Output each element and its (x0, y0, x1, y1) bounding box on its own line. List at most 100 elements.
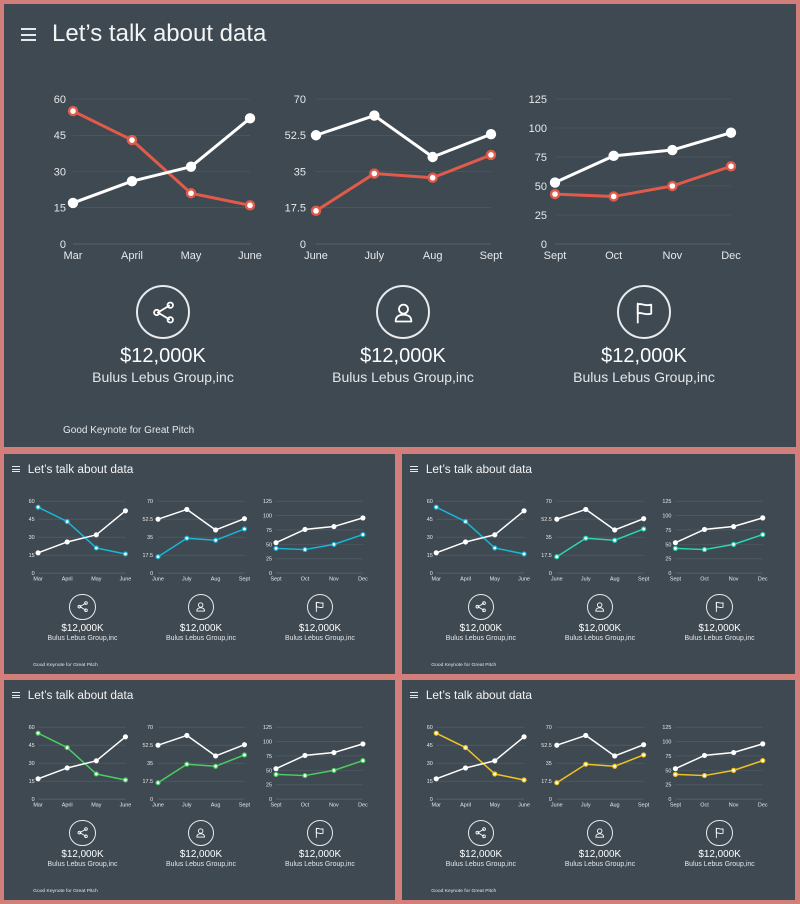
share-icon (77, 827, 88, 839)
stat-company: Bulus Lebus Group,inc (47, 634, 118, 642)
icon-circle[interactable] (467, 819, 495, 847)
stat-block: $12,000K Bulus Lebus Group,inc (266, 593, 375, 642)
y-tick-label: 60 (29, 499, 35, 505)
data-point (492, 758, 498, 764)
icon-circle[interactable] (376, 285, 430, 339)
data-point (725, 127, 737, 138)
menu-icon[interactable] (410, 691, 418, 699)
icon-circle[interactable] (187, 593, 215, 621)
icon-circle[interactable] (706, 593, 733, 621)
line-chart-1: 0 15 30 45 60 Mar April May June (427, 499, 530, 582)
data-point (731, 767, 737, 773)
data-point (760, 515, 766, 521)
x-tick-label: Dec (758, 803, 768, 809)
share-icon (152, 301, 174, 323)
data-point (331, 749, 337, 756)
data-point (184, 535, 190, 541)
menu-icon[interactable] (12, 691, 20, 699)
icon-circle[interactable] (306, 819, 334, 847)
series-line-white (435, 736, 525, 780)
x-tick-label: Aug (610, 577, 620, 583)
data-point (641, 516, 647, 522)
series-line-white (275, 743, 364, 770)
menu-icon[interactable] (21, 28, 36, 41)
y-tick-label: 15 (427, 779, 433, 785)
data-point (213, 763, 219, 769)
icon-circle[interactable] (467, 593, 495, 621)
data-point (93, 758, 99, 764)
data-point (331, 767, 337, 773)
menu-icon[interactable] (12, 465, 20, 473)
stat-value: $12,000K (578, 849, 622, 861)
y-tick-label: 17.5 (143, 553, 154, 559)
y-tick-label: 125 (662, 725, 671, 731)
data-point (273, 540, 279, 546)
data-point (35, 550, 41, 556)
x-tick-label: April (62, 577, 73, 583)
y-tick-label: 125 (263, 499, 272, 505)
series-line-accent (157, 528, 245, 558)
flag-icon (715, 602, 724, 613)
data-point (155, 554, 161, 560)
x-tick-label: Oct (700, 803, 709, 809)
icon-circle[interactable] (706, 819, 733, 847)
data-point (612, 527, 618, 533)
menu-icon[interactable] (410, 465, 418, 473)
stat-company: Bulus Lebus Group,inc (684, 634, 755, 642)
page-title: Let’s talk about data (52, 20, 267, 47)
icon-circle[interactable] (69, 593, 96, 621)
line-chart-3: 0 25 50 75 100 125 Sept Oct Nov Dec (662, 499, 767, 582)
x-tick-label: Oct (700, 577, 709, 583)
data-point (554, 742, 560, 748)
stat-company: Bulus Lebus Group,inc (285, 860, 355, 868)
series-line-white (275, 517, 364, 544)
stat-company: Bulus Lebus Group,inc (564, 860, 636, 868)
data-point (64, 539, 70, 545)
y-tick-label: 30 (54, 166, 66, 178)
stat-company: Bulus Lebus Group,inc (332, 369, 474, 385)
stat-block: $12,000K Bulus Lebus Group,inc (147, 819, 256, 868)
series-line-white (72, 117, 251, 205)
icon-circle[interactable] (586, 593, 614, 621)
x-tick-label: June (120, 577, 132, 583)
stat-company: Bulus Lebus Group,inc (285, 634, 355, 642)
flag-icon (316, 601, 324, 613)
icon-circle[interactable] (586, 819, 614, 847)
data-point (672, 766, 678, 772)
data-point (583, 535, 589, 541)
data-point (64, 765, 70, 771)
series-line-white (157, 734, 245, 757)
stat-value: $12,000K (179, 623, 223, 635)
icon-circle[interactable] (69, 819, 96, 847)
data-point (641, 752, 647, 758)
icon-circle[interactable] (187, 819, 215, 847)
series-line-white (435, 510, 525, 554)
series-line-accent (556, 528, 644, 558)
series-line-accent (37, 732, 126, 781)
x-tick-label: July (182, 577, 192, 583)
x-tick-label: June (551, 577, 563, 583)
data-point (244, 200, 256, 211)
y-tick-label: 0 (430, 797, 433, 803)
icon-circle[interactable] (617, 285, 671, 339)
user-icon (196, 602, 206, 612)
y-tick-label: 17.5 (143, 779, 154, 785)
line-chart-2: 0 17.5 35 52.5 70 June July Aug Sept (143, 725, 251, 808)
y-tick-label: 70 (147, 499, 153, 505)
stat-value: $12,000K (120, 345, 206, 367)
flag-icon (636, 302, 652, 324)
y-tick-label: 17.5 (541, 553, 552, 559)
icon-circle[interactable] (136, 285, 190, 339)
x-tick-label: June (238, 250, 262, 262)
data-point (122, 734, 129, 740)
y-tick-label: 25 (665, 557, 671, 563)
data-point (667, 180, 678, 192)
data-point (608, 191, 619, 202)
icon-circle[interactable] (306, 593, 334, 621)
data-point (462, 745, 469, 751)
data-point (701, 752, 708, 758)
share-icon (77, 601, 88, 613)
x-tick-label: June (518, 803, 530, 809)
data-point (701, 546, 708, 553)
data-point (612, 537, 618, 543)
